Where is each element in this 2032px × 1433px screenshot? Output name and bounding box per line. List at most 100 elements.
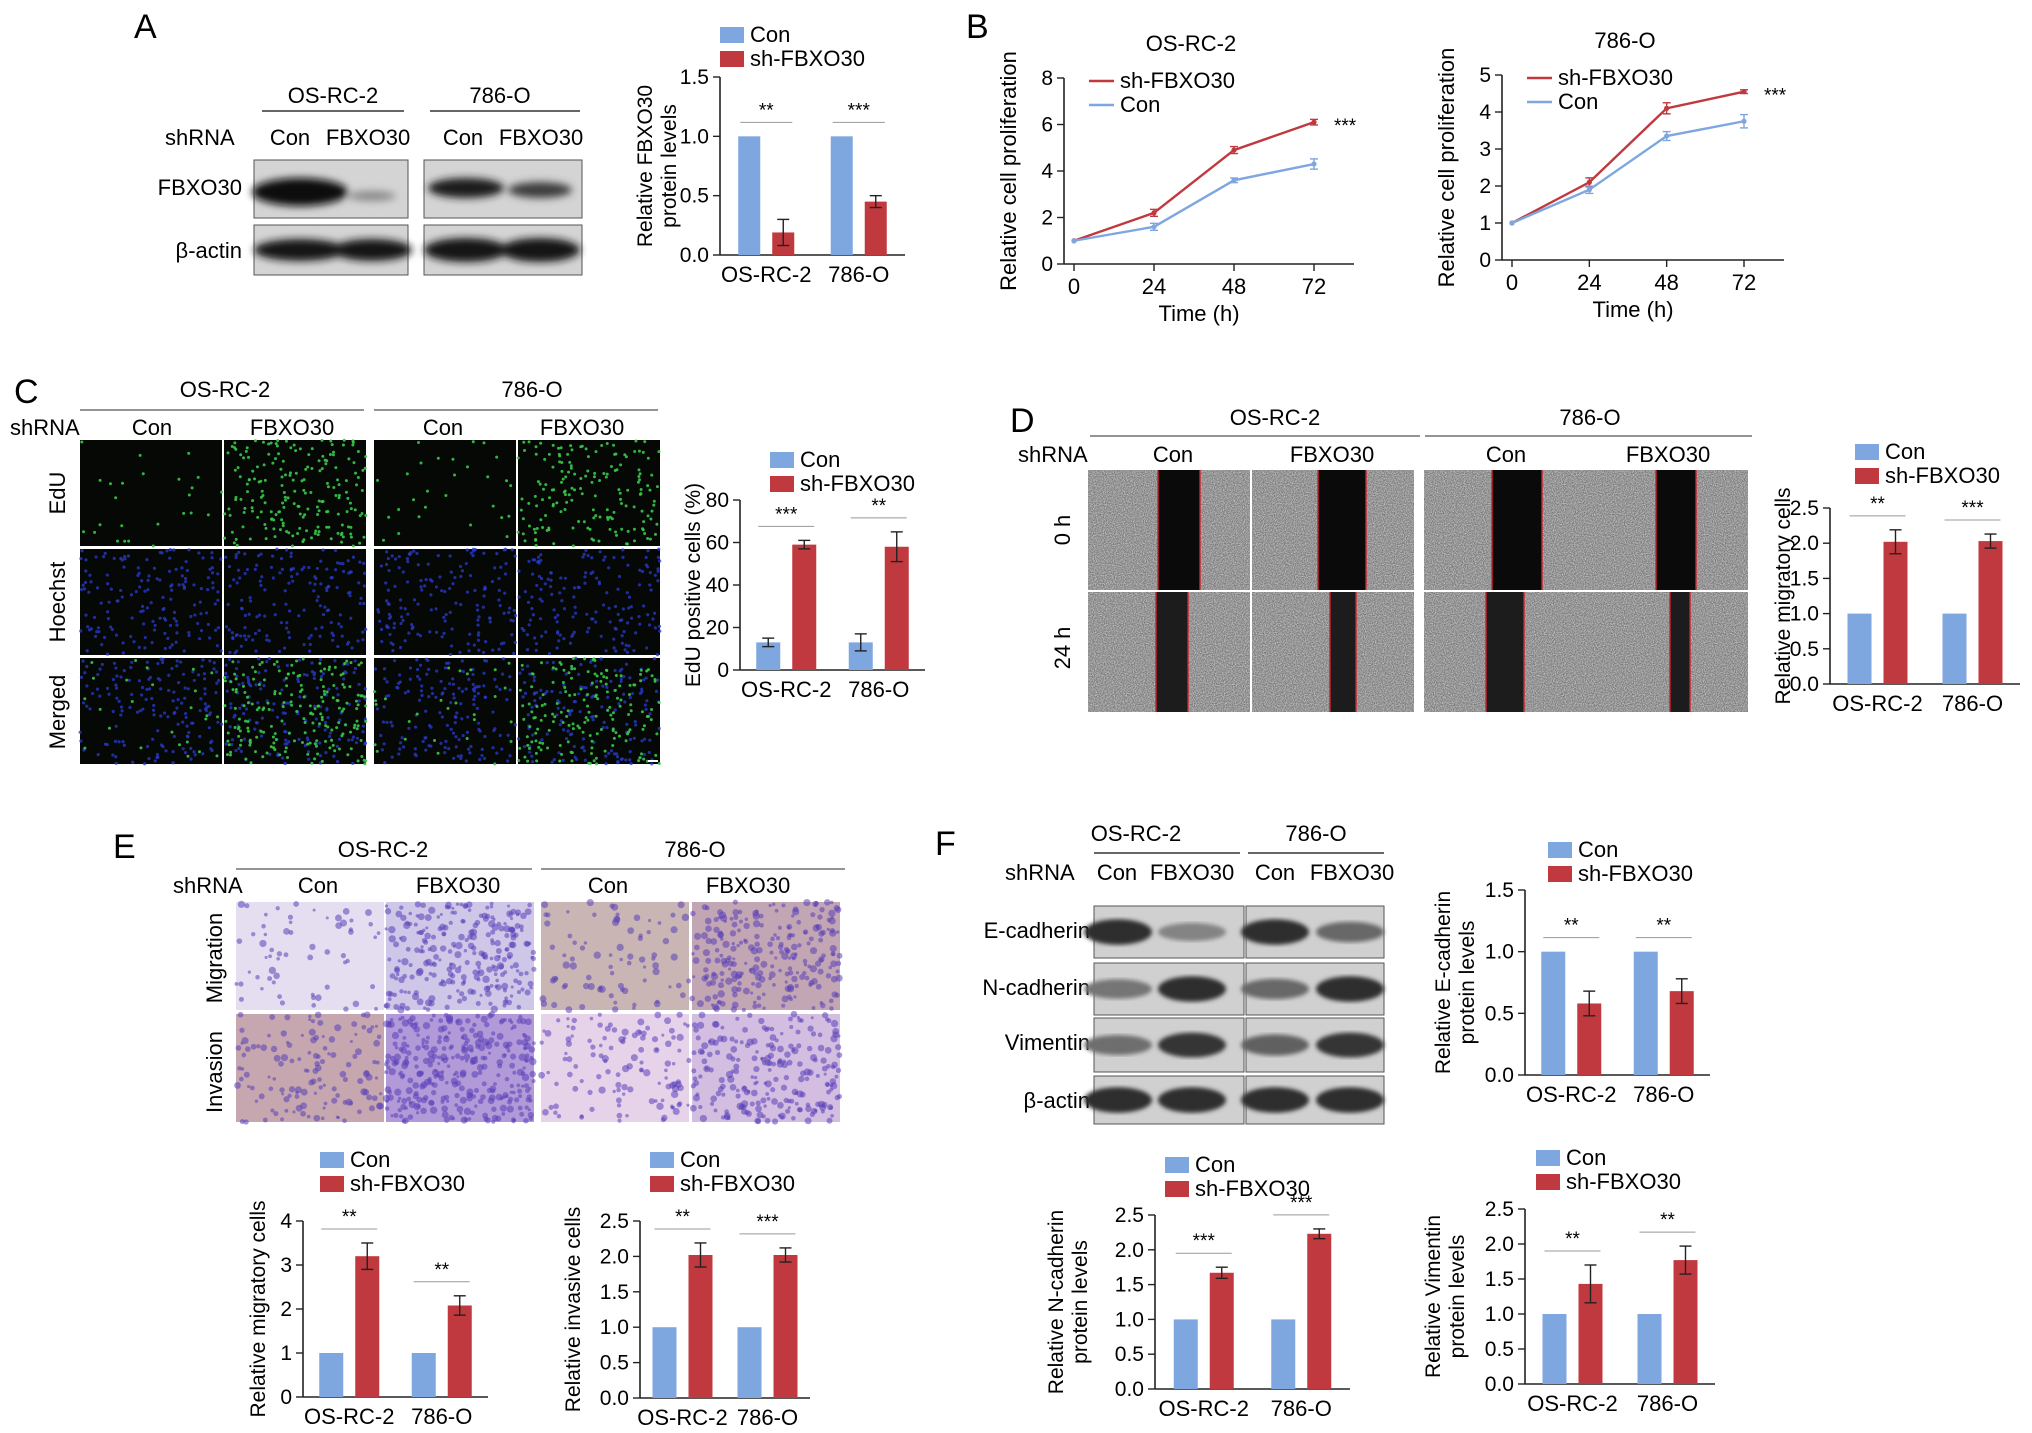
nucleus-dot [642,752,646,757]
stained-cell [520,987,525,992]
edu-dot [239,497,243,501]
nucleus-dot [458,564,463,569]
edu-dot [571,722,575,726]
stained-cell [255,974,260,980]
stained-cell [330,1051,337,1058]
nucleus-dot [263,614,267,618]
stained-cell [401,1097,408,1104]
y-tick-label: 2.0 [600,1245,629,1268]
stained-cell [444,1004,450,1010]
nucleus-dot [561,728,566,732]
nucleus-dot [558,633,562,637]
nucleus-dot [642,604,646,608]
nucleus-dot [536,560,540,564]
nucleus-dot [251,638,255,642]
edu-dot [134,658,138,662]
edu-dot [600,444,604,448]
edu-dot [320,695,324,699]
scratch-gap [1156,592,1188,712]
edu-dot [241,673,245,677]
stained-cell [603,1059,608,1064]
edu-dot [317,704,321,708]
edu-dot [321,685,325,689]
nucleus-dot [210,551,214,555]
stained-cell [465,1059,469,1063]
nucleus-dot [155,755,159,760]
micro-d-col-fbxo30-1: FBXO30 [1290,442,1374,467]
stained-cell [719,971,725,977]
edu-dot [108,482,112,486]
edu-dot [565,714,569,718]
edu-dot [561,681,565,685]
edu-dot [613,469,617,473]
nucleus-dot [184,715,188,720]
nucleus-dot [461,669,465,674]
edu-dot [227,507,231,511]
nucleus-dot [420,684,424,688]
stained-cell [270,1108,275,1113]
stained-cell [460,1116,468,1124]
nucleus-dot [162,711,167,715]
edu-dot [264,537,268,541]
nucleus-dot [324,750,328,755]
stained-cell [705,937,712,945]
nucleus-dot [483,695,487,699]
stained-cell [508,1096,514,1102]
stained-cell [407,1018,414,1025]
stained-cell [615,1081,622,1088]
nucleus-dot [105,652,110,656]
nucleus-dot [167,673,171,677]
nucleus-dot [129,665,133,670]
nucleus-dot [544,630,548,634]
nucleus-dot [572,630,576,634]
stained-cell [396,1099,401,1103]
nucleus-dot [517,569,521,573]
nucleus-dot [347,702,351,706]
edu-dot [579,476,583,480]
nucleus-dot [199,612,203,616]
scale-bar [648,760,658,762]
y-tick-label: 3 [280,1254,292,1277]
edu-dot [608,527,612,531]
nucleus-dot [180,574,184,578]
nucleus-dot [449,644,454,648]
nucleus-dot [534,642,539,646]
edu-dot [521,704,525,708]
edu-dot [517,758,521,762]
edu-dot [309,536,313,540]
nucleus-dot [141,707,145,711]
stained-cell [398,976,405,984]
edu-dot [565,500,569,504]
stained-cell [402,1059,410,1067]
edu-dot [317,459,321,463]
edu-dot [538,741,542,745]
nucleus-dot [114,633,119,637]
edu-dot [349,661,353,665]
y-axis-label: Relative FBXO30 [634,85,657,247]
edu-dot [454,701,458,705]
edu-dot [242,510,246,514]
stained-cell [416,1111,420,1115]
stained-cell [509,994,514,998]
stained-cell [413,922,418,927]
edu-dot [654,753,658,757]
nucleus-dot [85,684,89,688]
stained-cell [570,1034,574,1038]
nucleus-dot [149,601,153,605]
stained-cell [675,982,682,989]
edu-dot [444,494,448,498]
stained-cell [777,1113,782,1118]
legend-label-sh: sh-FBXO30 [1566,1169,1681,1194]
nucleus-dot [272,702,276,706]
stained-cell [278,1061,284,1067]
nucleus-dot [233,651,237,655]
edu-dot [505,479,509,483]
nucleus-dot [161,660,165,665]
edu-dot [412,498,416,502]
stained-cell [313,1034,319,1041]
stained-cell [573,1064,579,1069]
stained-cell [342,1077,348,1083]
micro-tile [518,549,660,655]
stained-cell [621,1083,628,1091]
